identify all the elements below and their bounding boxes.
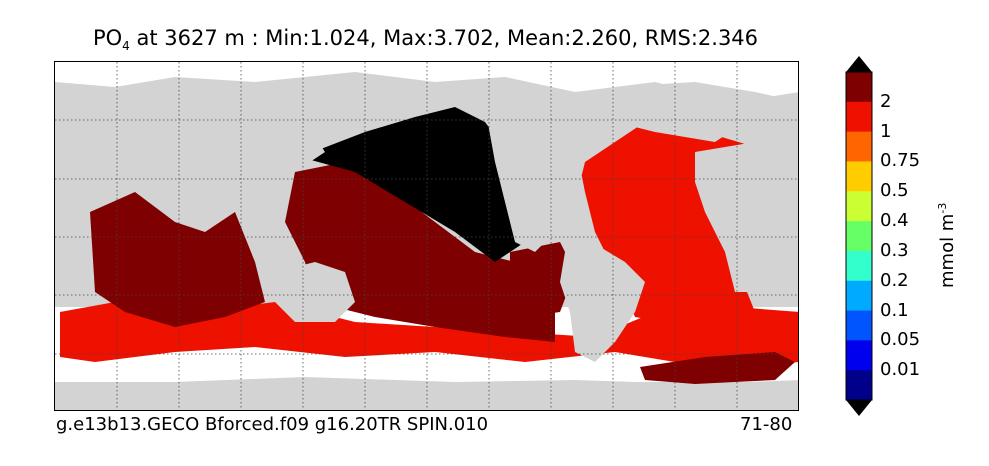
australia xyxy=(275,262,355,322)
colorbar-over-triangle xyxy=(846,56,872,72)
colorbar-tick-label: 2 xyxy=(880,90,892,112)
north-pacific-field xyxy=(300,107,525,262)
colorbar-tick-label: 0.01 xyxy=(880,359,921,381)
units-base: mmol m xyxy=(937,213,958,288)
colorbar-tick-label: 0.1 xyxy=(880,299,909,321)
colorbar-tick-label: 0.05 xyxy=(880,329,921,351)
colorbar-segments xyxy=(845,71,873,401)
north-america xyxy=(485,92,645,252)
antarctica xyxy=(55,377,798,410)
colorbar-segment xyxy=(846,310,872,341)
units-exponent: -3 xyxy=(936,202,949,214)
colorbar-tick-label: 0.5 xyxy=(880,180,909,202)
colorbar xyxy=(845,56,873,416)
colorbar-segment xyxy=(846,340,872,371)
title-variable: PO xyxy=(92,26,123,50)
colorbar-tick-label: 0.2 xyxy=(880,269,909,291)
title-subscript: 4 xyxy=(122,39,130,54)
colorbar-segment xyxy=(846,191,872,222)
colorbar-tick-label: 0.3 xyxy=(880,239,909,261)
title-stats: at 3627 m : Min:1.024, Max:3.702, Mean:2… xyxy=(129,26,759,50)
africa xyxy=(695,142,795,292)
colorbar-segment xyxy=(846,370,872,401)
colorbar-under-triangle xyxy=(846,400,872,416)
colorbar-segment xyxy=(846,131,872,162)
arctic-ocean xyxy=(55,62,798,102)
map-plot xyxy=(55,62,798,410)
colorbar-tick-label: 0.4 xyxy=(880,210,909,232)
colorbar-segment xyxy=(846,161,872,192)
indian-ocean-field xyxy=(90,192,265,327)
colorbar-segment xyxy=(846,221,872,252)
years-label: 71-80 xyxy=(740,414,793,435)
graticule xyxy=(55,62,798,410)
south-america xyxy=(560,247,645,362)
east-pacific-field xyxy=(510,242,575,317)
colorbar-tick-label: 0.75 xyxy=(880,150,921,172)
map-title: PO4 at 3627 m : Min:1.024, Max:3.702, Me… xyxy=(0,26,851,53)
world-map xyxy=(54,61,799,411)
colorbar-segment xyxy=(846,250,872,282)
colorbar-segment xyxy=(846,72,872,103)
colorbar-segment xyxy=(846,101,872,133)
southern-ocean-field xyxy=(60,302,798,367)
colorbar-segment xyxy=(846,280,872,312)
weddell-field xyxy=(640,352,795,384)
colorbar-units: mmol m-3 xyxy=(936,203,958,288)
run-id-label: g.e13b13.GECO Bforced.f09 g16.20TR SPIN.… xyxy=(56,414,489,435)
colorbar-tick-label: 1 xyxy=(880,120,892,142)
europe xyxy=(615,82,798,147)
eurasia xyxy=(55,92,325,192)
